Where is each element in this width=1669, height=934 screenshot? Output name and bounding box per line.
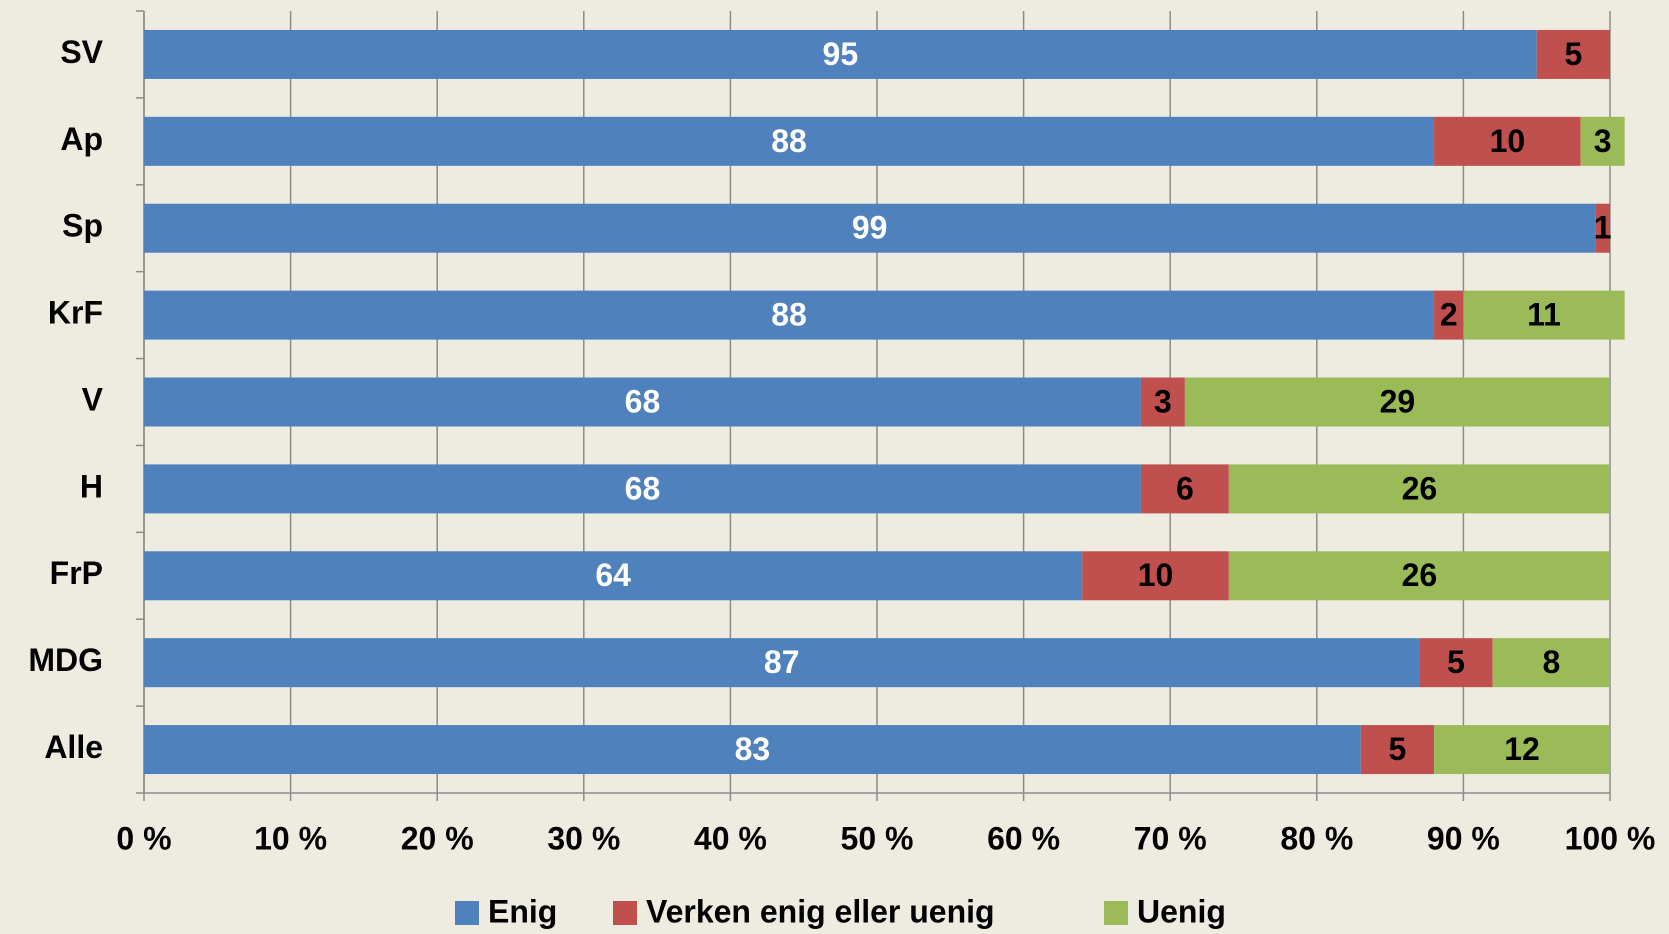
data-label: 3 [1594,123,1612,159]
y-tick-label: SV [60,34,103,70]
legend-swatch [613,901,637,925]
data-label: 1 [1594,210,1612,246]
bar-segment [1082,551,1229,601]
bar-segment [1580,116,1625,166]
data-label: 26 [1402,557,1438,593]
legend-swatch [455,901,479,925]
data-label: 68 [625,470,661,506]
bar-segment [144,290,1435,340]
data-label: 29 [1380,383,1416,419]
x-tick-label: 60 % [987,820,1060,856]
bar-segment [1463,290,1625,340]
data-label: 10 [1490,123,1526,159]
bar-segment [144,377,1141,427]
x-tick-label: 10 % [254,820,327,856]
bar-segment [1434,725,1610,775]
bar-segment [144,725,1361,775]
data-label: 5 [1389,731,1407,767]
bar-segment [1140,464,1229,514]
y-tick-label: V [82,381,104,417]
bar-segment [1536,29,1610,79]
x-tick-label: 0 % [116,820,171,856]
x-tick-label: 20 % [401,820,474,856]
data-label: 11 [1527,297,1561,333]
y-tick-label: KrF [48,295,103,331]
data-label: 64 [595,557,631,593]
bar-segment [1228,551,1610,601]
data-label: 83 [735,731,771,767]
data-label: 68 [625,383,661,419]
data-label: 12 [1504,731,1540,767]
legend-label: Uenig [1137,893,1226,929]
bar-segment [144,551,1083,601]
legend-label: Verken enig eller uenig [646,893,995,929]
bar-segment [1595,203,1610,253]
data-label: 5 [1564,36,1582,72]
data-label: 5 [1447,644,1465,680]
legend-label: Enig [488,893,557,929]
data-label: 26 [1402,470,1438,506]
x-tick-label: 40 % [694,820,767,856]
data-label: 8 [1542,644,1560,680]
bar-segment [1184,377,1610,427]
bar-segment [144,638,1420,688]
y-tick-label: MDG [28,642,103,678]
bar-segment [144,29,1537,79]
data-label: 6 [1176,470,1194,506]
bar-segment [144,203,1596,253]
bar-segment [1434,290,1464,340]
bar-segment [1228,464,1610,514]
data-label: 99 [852,210,888,246]
y-tick-label: Sp [62,208,103,244]
data-label: 2 [1440,297,1458,333]
bar-segment [1360,725,1435,775]
data-label: 88 [771,123,807,159]
data-label: 88 [771,297,807,333]
y-tick-label: H [80,468,103,504]
y-tick-label: Alle [44,729,103,765]
bar-segment [1419,638,1493,688]
bar-segment [1492,638,1610,688]
x-tick-label: 100 % [1565,820,1656,856]
y-tick-label: Ap [60,121,103,157]
x-tick-label: 90 % [1427,820,1500,856]
bar-segment [1140,377,1185,427]
bar-segment [144,464,1141,514]
x-tick-label: 80 % [1280,820,1353,856]
x-tick-label: 70 % [1134,820,1207,856]
bar-segment [1434,116,1581,166]
data-label: 95 [823,36,859,72]
x-tick-label: 30 % [547,820,620,856]
legend-swatch [1104,901,1128,925]
data-label: 3 [1154,383,1172,419]
y-tick-label: FrP [50,555,103,591]
data-label: 87 [764,644,800,680]
data-label: 10 [1138,557,1174,593]
x-tick-label: 50 % [841,820,914,856]
bar-segment [144,116,1435,166]
